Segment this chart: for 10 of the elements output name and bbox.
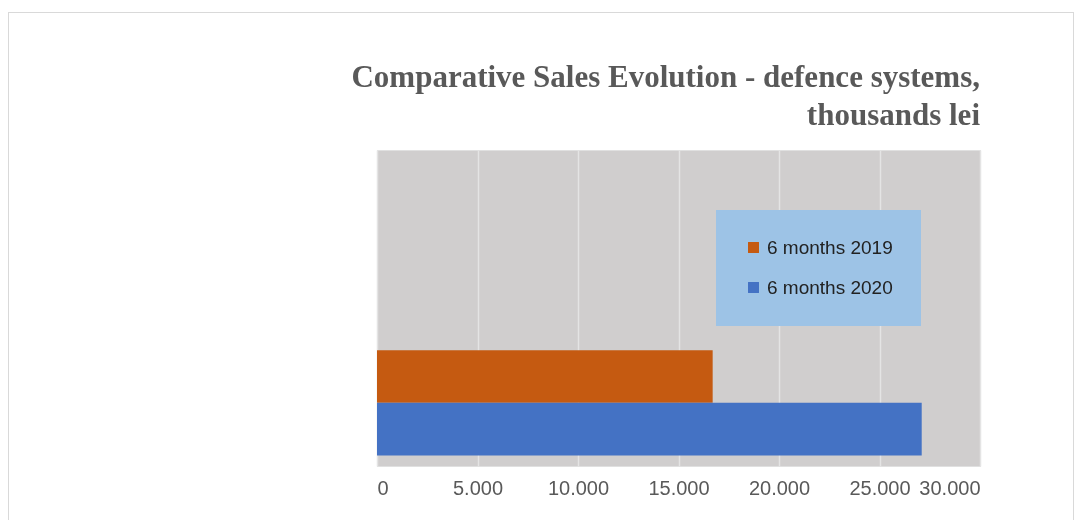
chart-title: Comparative Sales Evolution - defence systems, thousands lei (351, 59, 981, 132)
x-tick-label: 5.000 (452, 476, 504, 499)
x-tick-label: 20.000 (748, 476, 811, 499)
x-tick-label: 30.000 (919, 476, 981, 499)
x-tick-label: 10.000 (547, 476, 610, 499)
x-tick-label: 25.000 (849, 476, 911, 499)
x-tick-label: 15.000 (648, 476, 710, 499)
legend-label: 6 months 2019 (767, 236, 893, 258)
legend-label: 6 months 2020 (767, 276, 893, 298)
x-tick-label: 0 (377, 476, 389, 499)
